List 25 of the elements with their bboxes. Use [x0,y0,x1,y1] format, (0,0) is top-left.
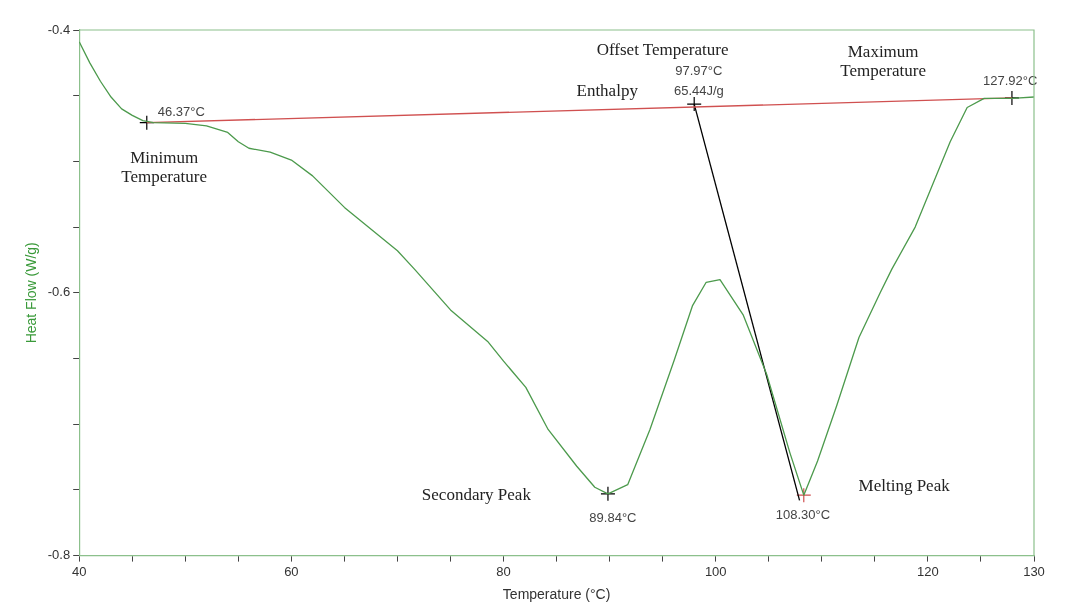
annotation: Melting Peak [858,476,951,496]
y-axis-title: Heat Flow (W/g) [23,242,40,344]
y-tick-label: -0.8 [47,547,71,563]
y-tick-label: -0.4 [47,21,71,37]
annotation: 108.30°C [775,507,831,523]
y-tick-label: -0.6 [47,284,71,300]
x-tick-label: 40 [71,563,87,579]
annotation: Minimum Temperature [121,147,208,186]
x-tick-label: 100 [704,563,727,579]
x-axis-title: Temperature (°C) [502,586,611,603]
x-tick-label: 130 [1023,563,1045,579]
annotation: Offset Temperature [596,39,729,59]
annotation: Secondary Peak [421,484,532,504]
annotation: 89.84°C [589,510,637,526]
annotation: Maximum Temperature [840,42,926,81]
annotation: Enthalpy [576,80,639,100]
annotation: 65.44J/g [673,83,724,99]
annotation: 46.37°C [157,104,205,120]
point [796,487,812,503]
annotation: 127.92°C [982,73,1038,89]
x-tick-label: 120 [917,563,939,579]
point [600,486,616,502]
x-tick-label: 60 [284,563,299,579]
annotation: 97.97°C [675,62,723,78]
x-tick-label: 80 [496,563,511,579]
